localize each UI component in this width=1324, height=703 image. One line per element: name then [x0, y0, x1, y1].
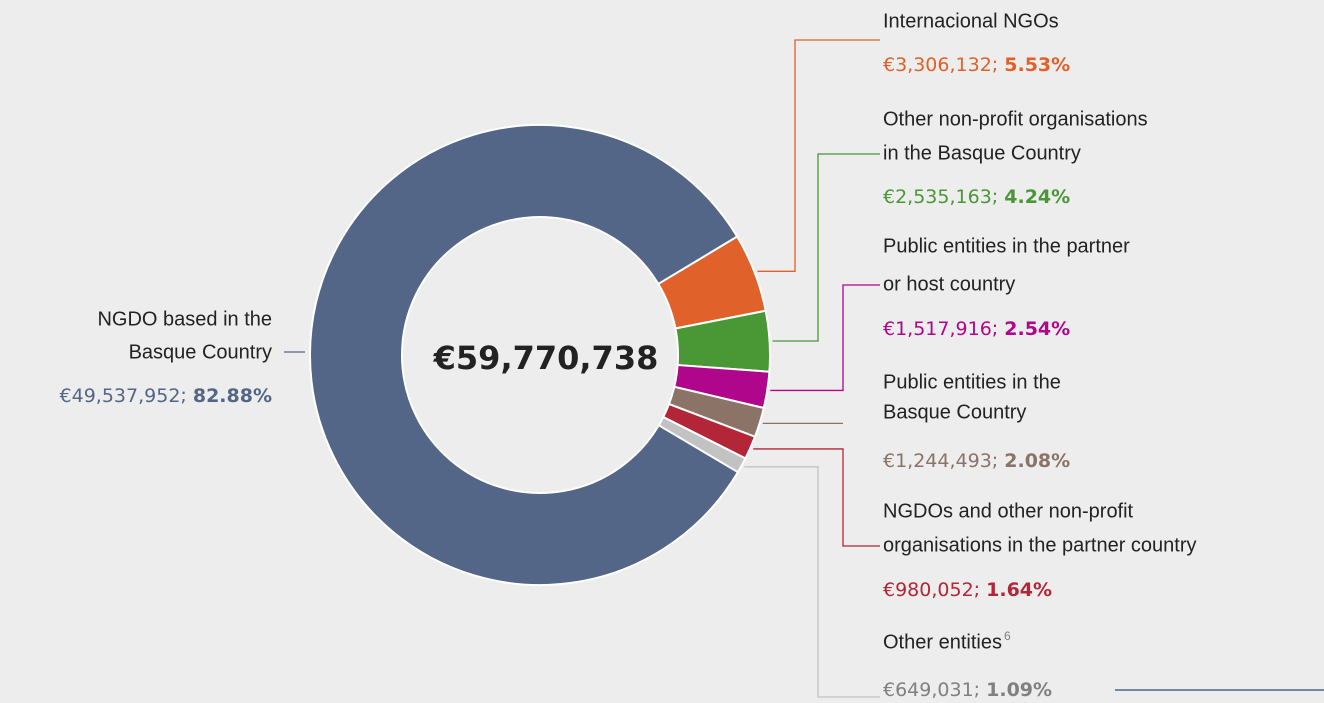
amount: €1,517,916 [883, 318, 992, 340]
center-label: €59,770,738 [433, 339, 659, 377]
leader-line [744, 466, 880, 698]
value-label: €980,052; 1.64% [883, 579, 1052, 601]
leader-line [757, 39, 880, 272]
percentage: 1.09% [986, 679, 1052, 701]
value-label: €2,535,163; 4.24% [883, 186, 1070, 208]
value-label: €3,306,132; 5.53% [883, 54, 1070, 76]
leader-line [770, 284, 880, 392]
amount: €1,244,493 [883, 450, 992, 472]
amount: €49,537,952 [60, 385, 181, 407]
amount: €649,031 [883, 679, 974, 701]
value-label: €49,537,952; 82.88% [60, 385, 272, 407]
amount: €2,535,163 [883, 186, 992, 208]
percentage: 82.88% [193, 385, 272, 407]
slice-label: Other non-profit organisations [883, 108, 1148, 130]
slice [309, 124, 740, 586]
leader-line [753, 448, 880, 547]
slice-label: organisations in the partner country [883, 534, 1197, 556]
percentage: 1.64% [986, 579, 1052, 601]
slice-label: in the Basque Country [883, 142, 1081, 164]
slice-label: NGDO based in the [97, 308, 272, 330]
percentage: 5.53% [1004, 54, 1070, 76]
slice-label: Public entities in the partner [883, 235, 1130, 257]
slice-label: Basque Country [129, 341, 272, 363]
value-label: €1,517,916; 2.54% [883, 318, 1070, 340]
percentage: 2.54% [1004, 318, 1070, 340]
slice-label: or host country [883, 273, 1015, 295]
slice-label: NGDOs and other non-profit [883, 500, 1134, 522]
slice-label: Other entities [883, 631, 1002, 653]
slice-label: Public entities in the [883, 371, 1061, 393]
value-label: €649,031; 1.09% [883, 679, 1052, 701]
footnote-mark: 6 [1004, 629, 1011, 643]
slice-label: Basque Country [883, 401, 1026, 423]
amount: €3,306,132 [883, 54, 992, 76]
slice-label: Internacional NGOs [883, 10, 1059, 32]
leader-line [772, 153, 880, 342]
value-label: €1,244,493; 2.08% [883, 450, 1070, 472]
amount: €980,052 [883, 579, 974, 601]
percentage: 2.08% [1004, 450, 1070, 472]
percentage: 4.24% [1004, 186, 1070, 208]
